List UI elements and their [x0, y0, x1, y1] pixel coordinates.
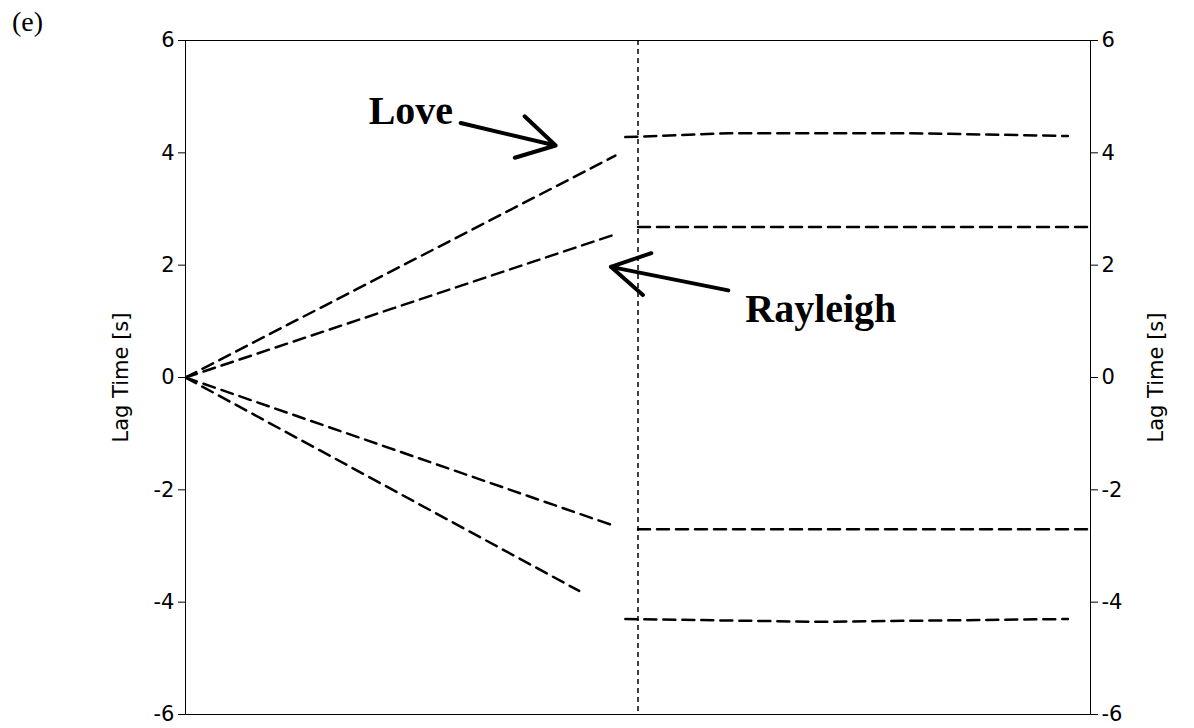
- svg-text:6: 6: [1102, 28, 1115, 52]
- svg-text:2: 2: [161, 253, 174, 277]
- html-text:(e): (e): [12, 6, 44, 37]
- svg-text:4: 4: [1102, 141, 1115, 165]
- svg-text:0: 0: [161, 365, 174, 389]
- svg-text:-4: -4: [1102, 590, 1123, 614]
- svg-text:Lag Time [s]: Lag Time [s]: [1144, 313, 1168, 443]
- svg-text:-2: -2: [154, 478, 175, 502]
- svg-text:2: 2: [1102, 253, 1115, 277]
- svg-text:-6: -6: [1102, 702, 1123, 726]
- svg-text:6: 6: [161, 28, 174, 52]
- svg-text:Rayleigh: Rayleigh: [745, 286, 896, 331]
- svg-text:Love: Love: [369, 88, 453, 133]
- svg-text:-6: -6: [154, 702, 175, 726]
- svg-text:-2: -2: [1102, 478, 1123, 502]
- svg-text:-4: -4: [154, 590, 175, 614]
- svg-text:4: 4: [161, 141, 174, 165]
- svg-text:Lag Time [s]: Lag Time [s]: [109, 313, 133, 443]
- svg-text:0: 0: [1102, 365, 1115, 389]
